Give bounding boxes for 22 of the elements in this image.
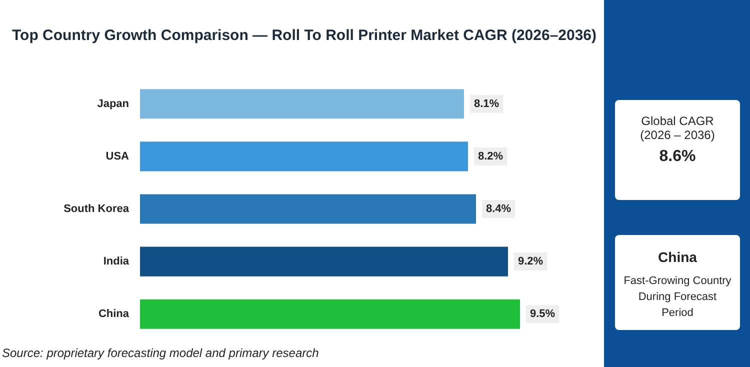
chart-title: Top Country Growth Comparison — Roll To Roll Printer Market CAGR (2026–2036): [12, 27, 597, 44]
bar: [140, 299, 520, 329]
y-tick-label: USA: [106, 150, 130, 162]
text: Fast-Growing Country During Forecast Period: [622, 274, 732, 321]
text: (2026 – 2036): [639, 128, 716, 142]
bar: [140, 89, 464, 119]
y-tick-label: Japan: [97, 98, 130, 110]
data-label: 8.2%: [478, 150, 504, 162]
text: 8.6%: [658, 148, 697, 166]
text: Global CAGR: [640, 114, 715, 128]
y-tick-label: China: [98, 308, 130, 320]
bar: [140, 194, 476, 224]
bar: [140, 246, 508, 276]
text: China: [657, 249, 698, 265]
data-label: 8.4%: [486, 203, 512, 216]
data-label: 8.1%: [474, 98, 500, 110]
source-note: Source: proprietary forecasting model and primary research: [2, 346, 319, 360]
data-label: 9.2%: [518, 256, 544, 268]
y-tick-label: India: [103, 256, 130, 268]
data-label: 9.5%: [530, 308, 556, 320]
bar: [140, 142, 468, 172]
y-tick-label: South Korea: [64, 203, 130, 216]
